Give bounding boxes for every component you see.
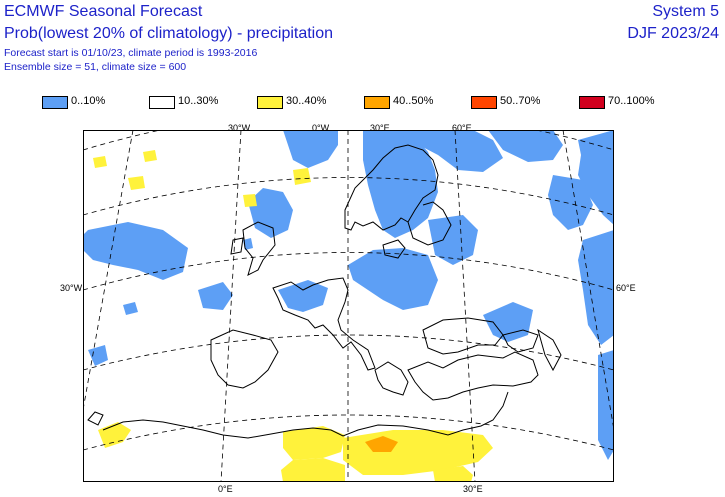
longitude-label-top-30e: 30°E — [370, 123, 390, 133]
low-probability-regions — [83, 130, 614, 460]
forecast-subtitle: Prob(lowest 20% of climatology) - precip… — [4, 25, 334, 42]
legend-label-70-100: 70..100% — [608, 95, 655, 107]
longitude-label-bottom-30e: 30°E — [463, 484, 483, 494]
legend-swatch-50-70 — [471, 96, 497, 109]
graticule — [83, 130, 614, 482]
legend-label-10-30: 10..30% — [178, 95, 219, 107]
forecast-title: ECMWF Seasonal Forecast — [4, 3, 203, 20]
high-probability-region — [365, 436, 398, 452]
legend-label-30-40: 30..40% — [286, 95, 327, 107]
legend-label-40-50: 40..50% — [393, 95, 434, 107]
period-label: DJF 2023/24 — [627, 25, 719, 42]
longitude-label-top-30w: 30°W — [228, 123, 251, 133]
forecast-start-info: Forecast start is 01/10/23, climate peri… — [4, 47, 258, 59]
coastlines — [87, 144, 562, 439]
longitude-label-left-30w: 30°W — [60, 283, 83, 293]
legend-swatch-30-40 — [257, 96, 283, 109]
legend-swatch-40-50 — [364, 96, 390, 109]
legend-label-0-10: 0..10% — [71, 95, 106, 107]
legend-swatch-0-10 — [42, 96, 68, 109]
legend-swatch-70-100 — [579, 96, 605, 109]
system-label: System 5 — [652, 3, 719, 20]
longitude-label-right-60e: 60°E — [616, 283, 636, 293]
europe-precipitation-map — [83, 130, 614, 482]
legend-swatch-10-30 — [149, 96, 175, 109]
longitude-label-bottom-0e: 0°E — [218, 484, 233, 494]
longitude-label-top-60e: 60°E — [452, 123, 472, 133]
ensemble-size-info: Ensemble size = 51, climate size = 600 — [4, 61, 187, 73]
map-frame — [83, 130, 614, 482]
legend-label-50-70: 50..70% — [500, 95, 541, 107]
longitude-label-top-0w: 0°W — [312, 123, 330, 133]
